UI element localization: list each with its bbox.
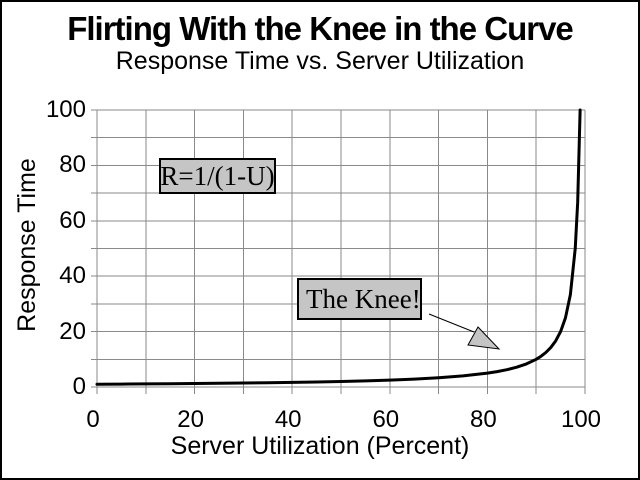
x-tick-label: 80	[470, 406, 497, 433]
y-tick-label: 60	[59, 206, 86, 234]
response-time-curve	[95, 108, 582, 386]
y-tick-label: 40	[59, 262, 86, 290]
x-tick-label: 60	[372, 406, 400, 433]
y-tick-label: 20	[59, 317, 86, 345]
y-tick-label: 80	[59, 151, 86, 179]
formula-annotation: R=1/(1-U)	[159, 158, 276, 194]
x-tick-label: 40	[274, 406, 302, 433]
x-tick-label: 100	[560, 406, 602, 433]
x-axis-title: Server Utilization (Percent)	[170, 432, 470, 460]
y-tick-label: 100	[45, 96, 86, 123]
y-tick-label: 0	[72, 373, 86, 400]
knee-arrow-icon	[428, 313, 501, 350]
x-tick-label: 0	[86, 406, 100, 433]
chart-subtitle: Response Time vs. Server Utilization	[115, 47, 525, 75]
knee-annotation: The Knee!	[297, 278, 422, 320]
y-axis-title: Response Time	[13, 158, 41, 332]
chart-title: Flirting With the Knee in the Curve	[67, 10, 574, 47]
x-tick-label: 20	[177, 406, 204, 433]
